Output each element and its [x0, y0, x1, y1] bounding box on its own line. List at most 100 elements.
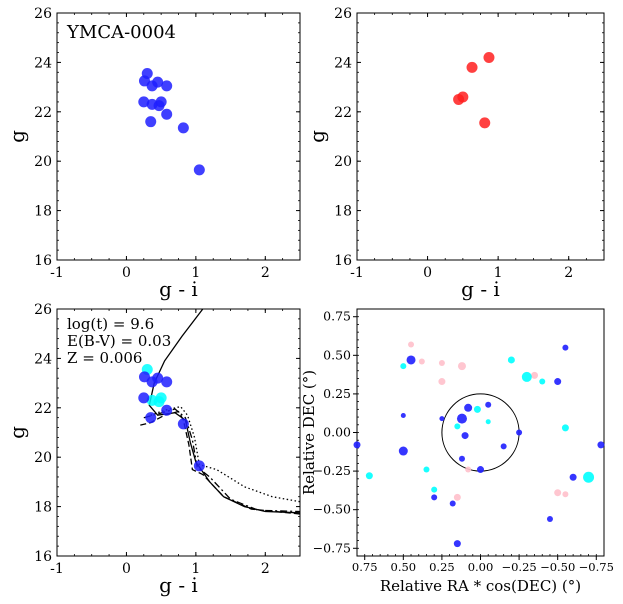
data-point-blue [193, 460, 205, 472]
data-point-star [145, 116, 157, 128]
y-tick-label: 20 [34, 450, 52, 466]
sky-point-cyan [539, 378, 546, 385]
data-point-star [161, 108, 173, 120]
sky-point-blue [439, 416, 445, 422]
y-tick-label: 26 [34, 302, 52, 318]
isochrone-line [140, 410, 300, 515]
x-tick-label: 2 [261, 265, 270, 281]
sky-point-blue [456, 413, 467, 424]
sky-point-pink [562, 491, 569, 498]
x-axis-label: g - i [159, 573, 198, 597]
data-point-star [152, 76, 164, 88]
sky-point-cyan [583, 471, 595, 483]
y-tick-label: 22 [34, 401, 52, 417]
y-tick-label: 0.25 [323, 386, 351, 401]
sky-point-blue [546, 515, 553, 522]
x-tick-label: 1 [191, 265, 200, 281]
y-tick-label: −0.50 [313, 502, 351, 517]
y-tick-label: 26 [34, 6, 52, 22]
sky-point-blue [562, 344, 569, 351]
x-axis-label: g - i [159, 277, 198, 301]
data-point-blue [138, 392, 150, 404]
sky-point-blue [449, 500, 456, 507]
plot-frame [356, 12, 605, 261]
sky-point-blue [353, 441, 361, 449]
x-tick-label: 0 [122, 561, 131, 577]
panel-sky-positions: 0.75 0.50 0.25 0.00 −0.25 −0.50 −0.75 −0.75 −0.5… [300, 308, 614, 595]
sky-point-pink [531, 371, 539, 379]
x-tick-label: 0.00 [468, 560, 494, 574]
x-tick-label: 1 [494, 265, 503, 281]
isochrone-param: Z = 0.006 [67, 349, 142, 367]
y-axis-label: g [305, 130, 329, 143]
data-point-star [155, 96, 167, 108]
data-point-star [146, 98, 158, 110]
sky-point-cyan [485, 419, 491, 425]
sky-point-blue [485, 401, 492, 408]
x-tick-label: 2 [564, 265, 573, 281]
data-point-star [161, 80, 173, 92]
plot-frame [356, 308, 605, 557]
x-axis-label: Relative RA * cos(DEC) (°) [380, 577, 581, 595]
isochrone-line [143, 408, 300, 513]
data-point-blue [161, 404, 173, 416]
x-tick-label: 0.50 [391, 560, 417, 574]
sky-point-pink [457, 362, 466, 371]
sky-point-blue [500, 443, 507, 450]
data-point-field-star [483, 51, 495, 63]
sky-point-pink [438, 378, 446, 386]
y-tick-label: 0.50 [323, 347, 351, 362]
sky-point-pink [438, 360, 445, 367]
y-tick-label: 24 [34, 351, 52, 367]
plot-frame [56, 12, 301, 261]
x-tick-label: 0.25 [429, 560, 455, 574]
y-tick-label: 18 [34, 204, 52, 220]
data-point-cyan [155, 392, 167, 404]
y-tick-label: 24 [34, 55, 52, 71]
data-point-blue [138, 371, 150, 383]
isochrone-param: E(B-V) = 0.03 [67, 332, 171, 350]
isochrone-param: log(t) = 9.6 [67, 315, 154, 333]
sky-point-cyan [507, 356, 515, 364]
y-tick-label: 0.75 [323, 309, 351, 324]
x-tick-label: 0 [423, 265, 432, 281]
y-tick-label: 24 [334, 55, 352, 71]
panel-cmd-all: -1 0 1 2 16 18 20 22 24 26 g - i g YMCA-0004 [5, 6, 301, 301]
y-tick-label: 16 [34, 253, 52, 269]
x-tick-label: −0.75 [579, 560, 614, 574]
sky-point-pink [554, 489, 562, 497]
x-tick-label: -1 [50, 561, 64, 577]
sky-point-blue [458, 455, 465, 462]
sky-point-cyan [431, 486, 438, 493]
panel-cmd-isochrone: -1 0 1 2 16 18 20 22 24 26 g - i g log(t) = 9.6E(B-V… [5, 302, 301, 597]
data-point-blue [145, 412, 157, 424]
data-point-star [141, 68, 153, 80]
data-point-star [177, 122, 189, 134]
sky-point-cyan [454, 423, 461, 430]
sky-point-blue [400, 413, 406, 419]
sky-point-cyan [561, 424, 569, 432]
x-tick-label: −0.25 [501, 560, 536, 574]
sky-point-blue [464, 403, 473, 412]
y-tick-label: 26 [334, 6, 352, 22]
sky-point-cyan [400, 363, 407, 370]
sky-point-cyan [365, 472, 373, 480]
x-axis-label: g - i [461, 277, 500, 301]
sky-point-blue [597, 441, 605, 449]
panel-title: YMCA-0004 [66, 22, 176, 43]
y-tick-label: −0.25 [313, 463, 351, 478]
y-tick-label: 16 [334, 253, 352, 269]
isochrone-line [150, 405, 300, 503]
panel-cmd-field: -1 0 1 2 16 18 20 22 24 26 g - i g [305, 6, 605, 301]
y-axis-label: Relative DEC (°) [300, 370, 318, 495]
sky-point-blue [569, 473, 577, 481]
sky-point-pink [453, 493, 461, 501]
data-point-star [193, 164, 205, 176]
y-tick-label: 18 [34, 500, 52, 516]
data-point-field-star [466, 61, 478, 73]
cluster-radius-circle [441, 393, 520, 472]
y-tick-label: 20 [334, 154, 352, 170]
data-point-blue [161, 376, 173, 388]
sky-point-pink [408, 341, 415, 348]
y-tick-label: −0.75 [313, 540, 351, 555]
